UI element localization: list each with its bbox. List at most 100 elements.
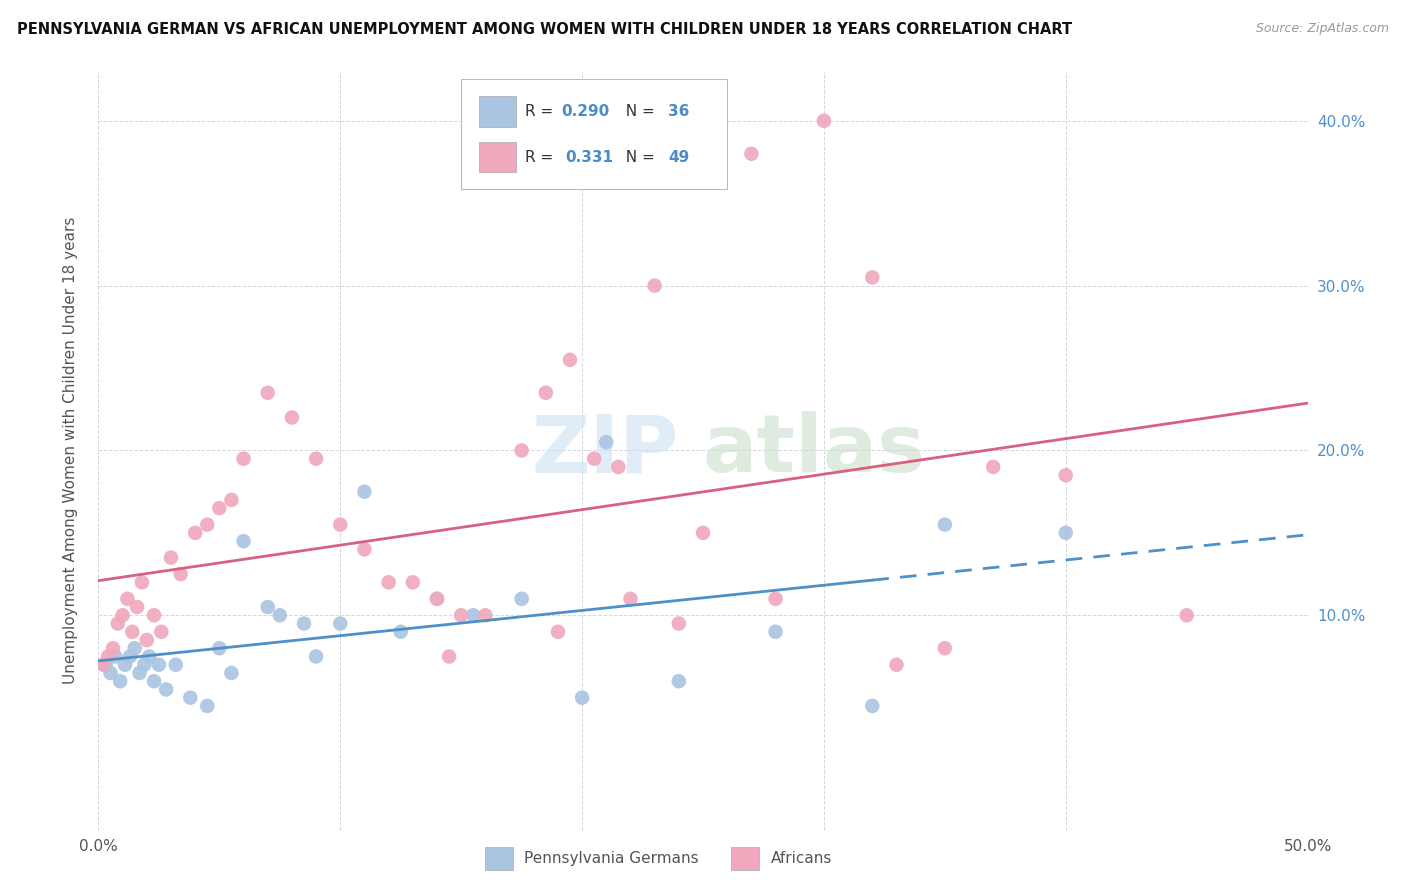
- Point: [981, 459, 1004, 474]
- Y-axis label: Unemployment Among Women with Children Under 18 years: Unemployment Among Women with Children U…: [63, 217, 77, 684]
- Point: [195, 517, 218, 532]
- Text: Pennsylvania Germans: Pennsylvania Germans: [524, 851, 699, 865]
- Point: [128, 665, 150, 680]
- Point: [934, 641, 956, 656]
- Point: [860, 698, 883, 713]
- Point: [607, 459, 630, 474]
- Point: [426, 591, 449, 606]
- Point: [114, 657, 136, 672]
- Point: [169, 567, 191, 582]
- Point: [232, 534, 254, 549]
- Point: [377, 575, 399, 590]
- Point: [107, 616, 129, 631]
- Point: [195, 698, 218, 713]
- Point: [668, 674, 690, 689]
- Point: [131, 575, 153, 590]
- Point: [221, 492, 243, 507]
- FancyBboxPatch shape: [731, 847, 759, 870]
- Point: [184, 525, 207, 540]
- Point: [668, 616, 690, 631]
- Point: [127, 600, 149, 615]
- FancyBboxPatch shape: [479, 142, 516, 172]
- Point: [256, 600, 278, 615]
- Text: 36: 36: [668, 104, 689, 119]
- Point: [101, 641, 124, 656]
- Text: R =: R =: [526, 150, 564, 164]
- Point: [305, 649, 328, 664]
- FancyBboxPatch shape: [461, 79, 727, 189]
- FancyBboxPatch shape: [485, 847, 513, 870]
- Point: [143, 608, 166, 623]
- Point: [619, 591, 641, 606]
- Point: [765, 624, 787, 639]
- Point: [389, 624, 412, 639]
- Point: [558, 352, 581, 367]
- Text: N =: N =: [616, 104, 659, 119]
- Point: [221, 665, 243, 680]
- Point: [934, 517, 956, 532]
- Point: [583, 451, 606, 466]
- Point: [143, 674, 166, 689]
- Point: [474, 608, 496, 623]
- Point: [463, 608, 485, 623]
- Point: [155, 682, 177, 697]
- Point: [281, 410, 304, 425]
- Point: [437, 649, 460, 664]
- Point: [692, 525, 714, 540]
- Point: [329, 517, 352, 532]
- Point: [269, 608, 291, 623]
- Text: PENNSYLVANIA GERMAN VS AFRICAN UNEMPLOYMENT AMONG WOMEN WITH CHILDREN UNDER 18 Y: PENNSYLVANIA GERMAN VS AFRICAN UNEMPLOYM…: [17, 22, 1071, 37]
- Text: atlas: atlas: [703, 411, 927, 490]
- Point: [534, 385, 557, 400]
- Text: ZIP: ZIP: [531, 411, 679, 490]
- Point: [91, 657, 114, 672]
- Point: [595, 435, 617, 450]
- Point: [100, 665, 122, 680]
- Point: [1054, 468, 1077, 483]
- Point: [97, 649, 120, 664]
- Text: 49: 49: [668, 150, 689, 164]
- Point: [426, 591, 449, 606]
- Point: [886, 657, 908, 672]
- Point: [208, 501, 231, 516]
- Point: [547, 624, 569, 639]
- Point: [450, 608, 472, 623]
- Point: [148, 657, 170, 672]
- Point: [305, 451, 328, 466]
- Text: N =: N =: [616, 150, 659, 164]
- FancyBboxPatch shape: [479, 96, 516, 127]
- Point: [135, 633, 157, 648]
- Point: [1054, 525, 1077, 540]
- Point: [160, 550, 183, 565]
- Text: 0.331: 0.331: [565, 150, 613, 164]
- Point: [353, 484, 375, 499]
- Text: 0.290: 0.290: [561, 104, 610, 119]
- Point: [510, 443, 533, 458]
- Point: [150, 624, 173, 639]
- Point: [1175, 608, 1198, 623]
- Point: [813, 113, 835, 128]
- Point: [353, 542, 375, 557]
- Point: [740, 146, 762, 161]
- Point: [138, 649, 160, 664]
- Point: [108, 674, 131, 689]
- Point: [232, 451, 254, 466]
- Point: [329, 616, 352, 631]
- Point: [402, 575, 425, 590]
- Point: [179, 690, 201, 705]
- Point: [644, 278, 666, 293]
- Point: [111, 608, 134, 623]
- Point: [118, 649, 141, 664]
- Point: [104, 649, 127, 664]
- Point: [165, 657, 187, 672]
- Point: [256, 385, 278, 400]
- Point: [134, 657, 156, 672]
- Point: [860, 270, 883, 285]
- Point: [571, 690, 593, 705]
- Text: R =: R =: [526, 104, 558, 119]
- Point: [124, 641, 146, 656]
- Point: [121, 624, 143, 639]
- Text: Africans: Africans: [770, 851, 832, 865]
- Point: [765, 591, 787, 606]
- Point: [117, 591, 139, 606]
